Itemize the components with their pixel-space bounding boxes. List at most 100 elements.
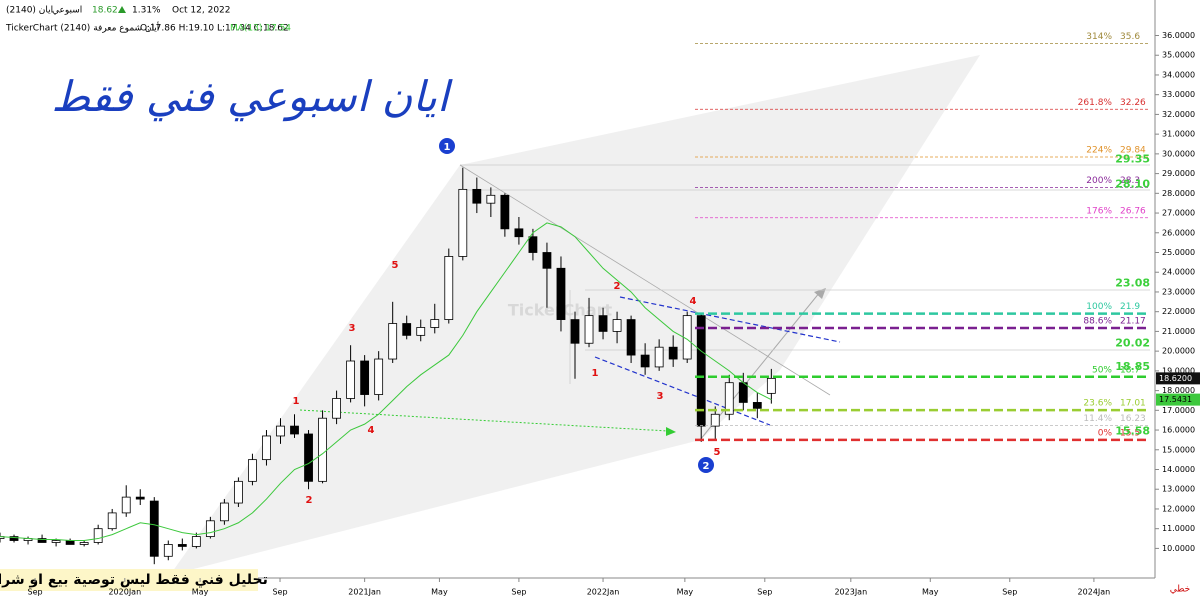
y-tick-label: 17.0000 [1162,406,1195,415]
fib-value: 26.76 [1120,206,1146,216]
candle-body [37,538,47,543]
candle-body [612,319,622,332]
candle-body [402,323,412,336]
candle-body [388,323,398,360]
price-label: 23.08 [1115,276,1150,289]
candle-body [248,459,257,482]
candle-body [654,346,664,368]
wave-circle [698,457,714,473]
price-label: 15.58 [1115,424,1150,437]
y-tick-label: 10.0000 [1162,544,1195,553]
candle-body [486,194,496,204]
candle-body [318,417,327,482]
candle-body [191,536,201,547]
y-tick-label: 30.0000 [1162,149,1195,158]
x-tick-label: Sep [272,588,287,597]
candle-body [766,377,776,394]
fib-pct: 261.8% [1078,98,1113,108]
candle-body [135,496,145,500]
y-tick-label: 22.0000 [1162,307,1195,316]
candle-body [542,252,552,269]
ma-line [0,222,772,542]
fib-value: 28.3 [1120,176,1140,186]
fib-pct: 50% [1092,365,1112,375]
candle-body [640,354,650,368]
arrow-head [666,427,676,436]
candle-body [121,496,131,514]
ohlc: O:17.86 H:19.10 L:17.34 C:18.62 [140,24,289,34]
candle-body [290,425,299,435]
price: 18.62 [92,6,118,16]
candle-body [528,236,538,253]
corner-label: خطي [1170,585,1190,595]
y-tick-label: 35.0000 [1162,51,1195,60]
ma-price: 17.5431 [1159,395,1192,404]
header: ايان (2140) اسبوعي 18.62 1.31% Oct 12, 2… [5,6,291,34]
candle-body [51,540,61,543]
wave-label: 4 [368,425,375,436]
ma-price-box [1156,393,1200,406]
y-tick-label: 23.0000 [1162,287,1195,296]
candle-body [556,267,566,320]
candle-body [444,256,454,320]
wave-label: 3 [657,391,664,402]
candle-body [416,327,426,336]
candle-body [360,360,370,395]
fib-pct: 11.4% [1083,414,1112,424]
candle-body [177,544,187,547]
candle-body [696,315,706,427]
x-tick-label: May [192,588,209,597]
x-tick-label: 2020Jan [108,588,141,597]
candle-body [570,319,580,344]
candle-body [710,413,720,427]
wave-label: 5 [714,447,721,458]
y-tick-label: 26.0000 [1162,228,1195,237]
wave-label: 1 [592,368,599,379]
candle-body [668,346,678,360]
y-tick-label: 20.0000 [1162,347,1195,356]
candle-body [514,228,524,238]
fib-value: 32.26 [1120,98,1146,108]
candle-body [276,425,285,437]
x-tick-label: May [431,588,448,597]
wave-circle-label: 2 [703,461,710,472]
fib-pct: 88.6% [1083,317,1112,327]
x-tick-label: Sep [1002,588,1017,597]
y-tick-label: 11.0000 [1162,524,1195,533]
wave-label: 3 [349,323,356,334]
y-tick-label: 16.0000 [1162,426,1195,435]
x-tick-label: 2023Jan [834,588,867,597]
candle-body [262,435,271,461]
fib-pct: 23.6% [1083,399,1112,409]
fib-pct: 224% [1086,146,1112,156]
y-tick-label: 14.0000 [1162,465,1195,474]
y-tick-label: 12.0000 [1162,504,1195,513]
candle-body [458,188,468,257]
y-tick-label: 19.0000 [1162,366,1195,375]
candle-body [79,542,89,545]
fib-value: 16.23 [1120,414,1146,424]
arrow-head [814,288,826,299]
candle-body [65,540,75,545]
time-axis [0,578,1200,599]
wave-label: 5 [392,260,399,271]
fib-pct: 0% [1098,428,1113,438]
fib-pct: 100% [1086,302,1112,312]
ma-label: MA(13) 17.54 [230,24,291,34]
candle-body [149,500,159,557]
y-tick-label: 15.0000 [1162,445,1195,454]
candle-body [598,315,608,332]
y-tick-label: 27.0000 [1162,209,1195,218]
wave-label: 2 [306,495,313,506]
candle-body [93,528,103,543]
fib-value: 35.6 [1120,32,1140,42]
candle-body [107,512,117,530]
fib-pct: 200% [1086,176,1112,186]
candle-body [346,360,356,399]
price-label: 28.10 [1115,177,1150,190]
candle-body [304,433,313,482]
fib-value: 21.9 [1120,302,1140,312]
y-tick-label: 25.0000 [1162,248,1195,257]
candle-body [724,382,734,415]
wave-circle-label: 1 [444,142,451,153]
